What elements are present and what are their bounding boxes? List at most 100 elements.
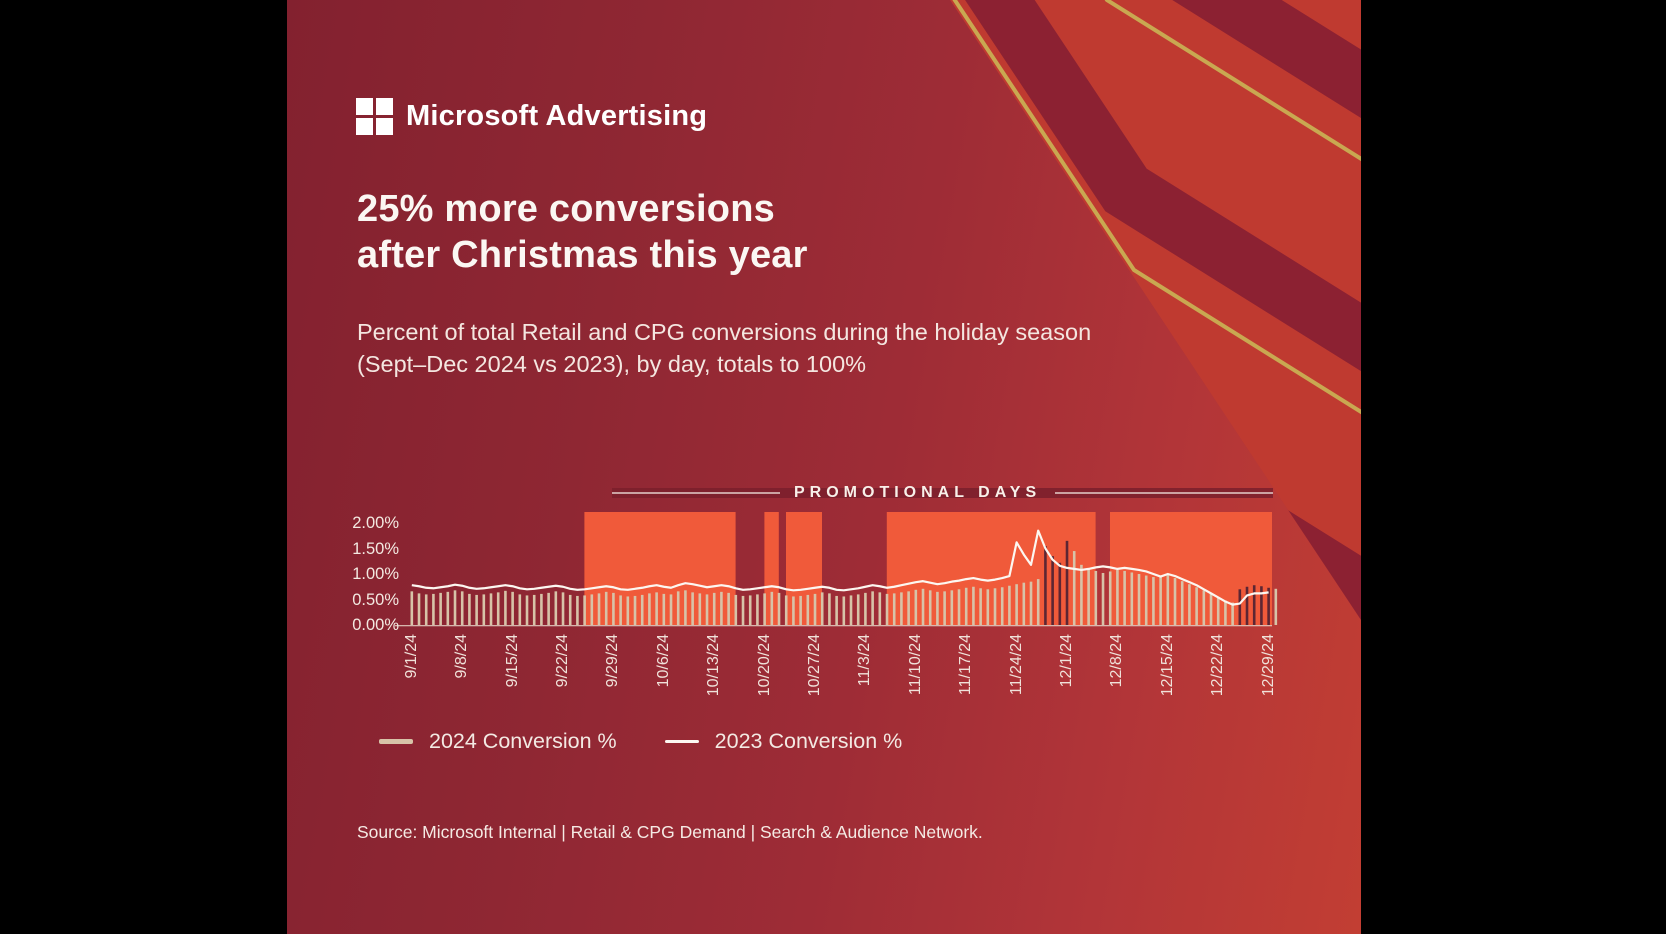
headline-line-1: 25% more conversions [357, 188, 775, 230]
legend-label-2024: 2024 Conversion % [429, 729, 617, 753]
bar-2024 [525, 595, 529, 625]
bar-2024 [1087, 568, 1090, 625]
bar-2024 [1252, 585, 1256, 625]
bar-2024 [1202, 590, 1206, 625]
bar-2024 [1260, 586, 1263, 625]
x-tick-label: 10/20/24 [755, 634, 773, 697]
bar-2024 [496, 592, 500, 625]
chevron-stripe [950, 0, 1361, 168]
bar-2024 [597, 593, 601, 625]
bar-2024 [1058, 562, 1062, 625]
bar-2024 [835, 595, 838, 625]
promo-days-label: PROMOTIONAL DAYS [794, 484, 1042, 501]
bar-2024 [662, 593, 666, 625]
chevron-stripe [950, 0, 1361, 495]
bar-2024 [1267, 587, 1270, 625]
bar-2024 [849, 595, 853, 625]
chevron-decoration [950, 0, 1361, 620]
x-tick-label: 11/24/24 [1007, 634, 1025, 696]
bar-2024 [633, 595, 637, 625]
bar-2024 [684, 590, 687, 625]
bar-2024 [540, 593, 543, 625]
promo-days-block [584, 512, 736, 625]
bar-2024 [511, 591, 514, 625]
bar-2024 [972, 586, 975, 625]
bar-2024 [482, 594, 486, 625]
microsoft-advertising-logo: Microsoft Advertising [356, 98, 707, 135]
bar-2024 [1130, 572, 1134, 625]
bar-2024 [712, 592, 716, 625]
headline-line-2: after Christmas this year [357, 234, 808, 276]
bar-2024 [1231, 602, 1234, 625]
bar-2024 [1188, 584, 1191, 625]
bar-2024 [864, 592, 867, 625]
bar-2024 [1008, 585, 1011, 625]
bar-2024 [813, 593, 817, 625]
bar-2024 [626, 596, 630, 625]
y-tick-label: 0.50% [352, 590, 399, 609]
bar-2024 [792, 596, 795, 625]
promo-rule-left [612, 492, 780, 494]
bar-2024 [590, 594, 594, 625]
promo-days-header: PROMOTIONAL DAYS [612, 484, 1273, 502]
promo-days-block [886, 512, 1096, 625]
bar-2024 [532, 594, 536, 625]
x-tick-label: 9/29/24 [604, 634, 622, 688]
chart-legend: 2024 Conversion % 2023 Conversion % [379, 729, 902, 754]
bar-2024 [943, 591, 946, 625]
bar-2024 [1029, 581, 1033, 625]
bar-2024 [900, 592, 903, 625]
bar-2024 [914, 589, 918, 625]
line-2023 [411, 529, 1269, 606]
bar-2024 [1137, 574, 1141, 625]
legend-marker-2024 [379, 739, 413, 744]
legend-item-2023: 2023 Conversion % [664, 729, 902, 754]
x-tick-label: 9/15/24 [503, 634, 521, 688]
bar-2024 [604, 591, 608, 625]
x-tick-label: 12/1/24 [1058, 634, 1076, 688]
promo-days-band [612, 488, 1273, 498]
promo-rule-right [1055, 492, 1273, 494]
bar-2024 [1144, 575, 1148, 625]
bar-2024 [576, 595, 579, 625]
bar-2024 [770, 591, 774, 625]
microsoft-logo-icon [356, 98, 393, 135]
bar-2024 [1224, 600, 1227, 625]
bar-2024 [1245, 586, 1249, 625]
bar-2024 [489, 593, 493, 625]
x-axis-baseline [395, 625, 1272, 627]
bar-2024 [1072, 551, 1076, 625]
logo-wordmark: Microsoft Advertising [406, 100, 708, 132]
bar-2024 [1195, 587, 1198, 625]
bar-2024 [475, 594, 478, 625]
bar-2024 [1209, 593, 1213, 625]
bar-2024 [691, 592, 694, 625]
bar-2024 [856, 594, 860, 625]
x-tick-label: 11/10/24 [906, 634, 924, 696]
bar-2024 [561, 592, 565, 625]
x-tick-label: 11/3/24 [856, 634, 874, 687]
bar-2024 [504, 590, 507, 625]
y-tick-label: 0.00% [352, 616, 399, 634]
bar-2024 [619, 595, 622, 625]
bar-2024 [950, 590, 954, 625]
legend-item-2024: 2024 Conversion % [379, 729, 617, 754]
bar-2024 [410, 591, 414, 625]
headline: 25% more conversions after Christmas thi… [357, 186, 808, 278]
bar-2024 [705, 594, 709, 625]
infographic-panel: Microsoft Advertising 25% more conversio… [287, 0, 1361, 934]
bar-2024 [1015, 584, 1018, 625]
bar-2024 [741, 595, 745, 625]
bar-2024 [1044, 545, 1047, 625]
bar-2024 [806, 594, 810, 625]
bar-2024 [676, 591, 680, 625]
bar-2024 [612, 592, 615, 625]
promo-days-block [764, 512, 779, 625]
bar-2024 [986, 589, 990, 625]
bar-2024 [417, 593, 421, 625]
bar-2024 [1123, 570, 1126, 625]
bar-2024 [1108, 571, 1112, 625]
bar-2024 [1022, 582, 1026, 625]
x-tick-label: 10/6/24 [654, 634, 672, 688]
x-tick-label: 12/29/24 [1259, 634, 1277, 697]
